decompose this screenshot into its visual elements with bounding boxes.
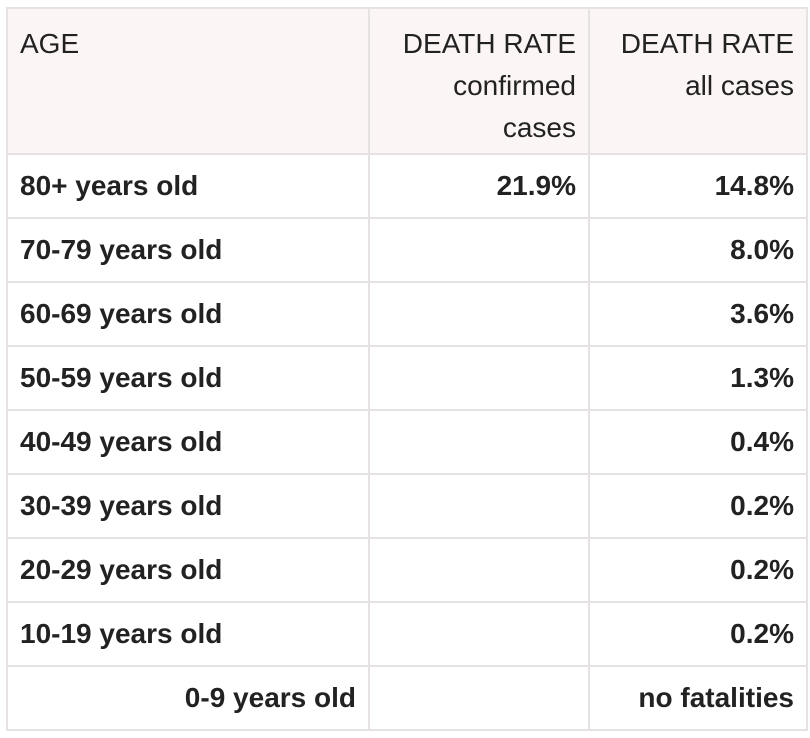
table-row: 60-69 years old 3.6% [6, 281, 808, 347]
age-cell: 70-79 years old [6, 217, 370, 283]
confirmed-rate-cell [368, 473, 590, 539]
all-rate-cell: 0.2% [588, 473, 808, 539]
all-rate-cell: 14.8% [588, 153, 808, 219]
header-death-rate-all-title: DEATH RATE [620, 28, 794, 59]
age-cell: 10-19 years old [6, 601, 370, 667]
header-age: AGE [6, 7, 370, 155]
death-rate-table: AGE DEATH RATE confirmed cases DEATH RAT… [6, 7, 808, 731]
table-header: AGE DEATH RATE confirmed cases DEATH RAT… [6, 7, 808, 155]
confirmed-rate-cell [368, 409, 590, 475]
age-cell: 30-39 years old [6, 473, 370, 539]
all-rate-cell: 0.4% [588, 409, 808, 475]
all-rate-cell: 1.3% [588, 345, 808, 411]
table-row: 10-19 years old 0.2% [6, 601, 808, 667]
table-body: 80+ years old 21.9% 14.8% 70-79 years ol… [6, 153, 808, 731]
table-row: 40-49 years old 0.4% [6, 409, 808, 475]
header-death-rate-confirmed-sub-2: cases [502, 112, 576, 143]
confirmed-rate-cell [368, 345, 590, 411]
header-death-rate-all: DEATH RATE all cases [588, 7, 808, 155]
all-rate-cell: 0.2% [588, 537, 808, 603]
header-death-rate-confirmed-title: DEATH RATE [402, 28, 576, 59]
age-cell: 0-9 years old [6, 665, 370, 731]
all-rate-cell: no fatalities [588, 665, 808, 731]
table-row: 50-59 years old 1.3% [6, 345, 808, 411]
confirmed-rate-cell [368, 665, 590, 731]
table-row: 0-9 years old no fatalities [6, 665, 808, 731]
table-row: 20-29 years old 0.2% [6, 537, 808, 603]
confirmed-rate-cell [368, 281, 590, 347]
age-cell: 60-69 years old [6, 281, 370, 347]
table-row: 80+ years old 21.9% 14.8% [6, 153, 808, 219]
table-row: 30-39 years old 0.2% [6, 473, 808, 539]
age-cell: 40-49 years old [6, 409, 370, 475]
header-row: AGE DEATH RATE confirmed cases DEATH RAT… [6, 7, 808, 155]
age-cell: 20-29 years old [6, 537, 370, 603]
all-rate-cell: 8.0% [588, 217, 808, 283]
age-cell: 50-59 years old [6, 345, 370, 411]
confirmed-rate-cell: 21.9% [368, 153, 590, 219]
table-row: 70-79 years old 8.0% [6, 217, 808, 283]
confirmed-rate-cell [368, 537, 590, 603]
all-rate-cell: 0.2% [588, 601, 808, 667]
confirmed-rate-cell [368, 601, 590, 667]
header-death-rate-all-sub: all cases [685, 70, 794, 101]
all-rate-cell: 3.6% [588, 281, 808, 347]
confirmed-rate-cell [368, 217, 590, 283]
header-death-rate-confirmed: DEATH RATE confirmed cases [368, 7, 590, 155]
age-cell: 80+ years old [6, 153, 370, 219]
header-death-rate-confirmed-sub-1: confirmed [453, 70, 576, 101]
